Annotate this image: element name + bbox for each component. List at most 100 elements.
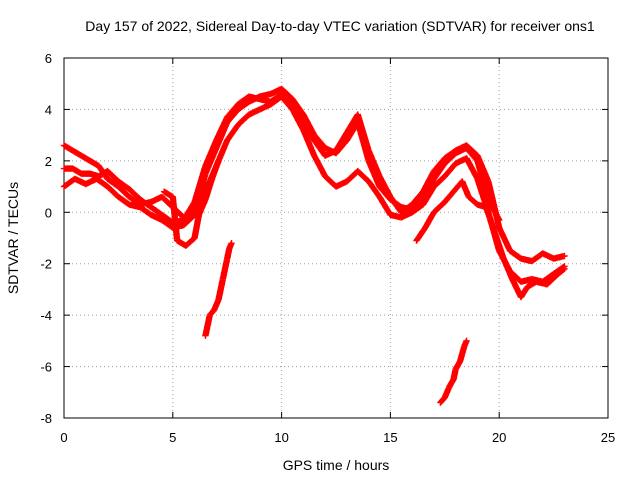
- data-point-marks: [311, 152, 328, 179]
- data-point-marks: [430, 174, 447, 190]
- data-point-marks: [496, 224, 513, 253]
- y-tick-labels: -8 -6 -4 -2 0 2 4 6: [40, 51, 52, 426]
- data-point-marks: [482, 203, 498, 235]
- data-point-marks: [459, 178, 472, 199]
- grid: [64, 58, 608, 418]
- data-point-marks: [463, 337, 470, 345]
- data-point-marks: [354, 167, 371, 184]
- data-point-marks: [300, 111, 317, 138]
- data-point-marks: [365, 178, 382, 199]
- data-point-marks: [376, 193, 393, 217]
- data-point-marks: [234, 112, 252, 129]
- data-point-marks: [126, 185, 143, 202]
- y-tick-label: 4: [45, 102, 52, 117]
- data-point-marks: [419, 169, 437, 195]
- data-point-marks: [419, 184, 437, 208]
- y-tick-label: -2: [40, 257, 52, 272]
- data-point-marks: [332, 130, 350, 154]
- data-point-marks: [158, 211, 175, 225]
- y-tick-label: 2: [45, 154, 52, 169]
- data-point-marks: [104, 183, 121, 200]
- data-point-marks: [104, 175, 121, 189]
- data-point-marks: [528, 251, 545, 265]
- data-point-marks: [409, 202, 426, 216]
- data-point-marks: [115, 178, 132, 192]
- series-track-f: [202, 239, 235, 339]
- y-tick-label: 6: [45, 51, 52, 66]
- data-point-marks: [224, 102, 241, 121]
- data-point-marks: [463, 155, 480, 181]
- data-point-marks: [430, 199, 447, 216]
- data-marks: [60, 85, 568, 406]
- data-point-marks: [228, 239, 235, 247]
- data-point-marks: [485, 178, 503, 230]
- x-tick-label: 10: [274, 430, 288, 445]
- x-tick-label: 20: [492, 430, 506, 445]
- data-point-marks: [234, 94, 252, 108]
- y-tick-label: 0: [45, 205, 52, 220]
- data-point-marks: [437, 395, 448, 406]
- data-point-marks: [289, 95, 306, 117]
- data-point-marks: [208, 158, 222, 183]
- data-point-marks: [126, 193, 143, 207]
- data-point-marks: [463, 142, 480, 158]
- series-track-d: [160, 157, 222, 249]
- y-tick-label: -4: [40, 308, 52, 323]
- series-track-b: [60, 90, 568, 265]
- data-point-marks: [60, 176, 77, 190]
- data-point-marks: [561, 252, 568, 260]
- x-tick-label: 5: [169, 430, 176, 445]
- data-point-marks: [278, 85, 295, 102]
- x-tick-label: 25: [601, 430, 615, 445]
- data-point-marks: [158, 216, 175, 231]
- data-point-marks: [441, 161, 458, 180]
- data-point-marks: [202, 138, 219, 170]
- data-point-marks: [147, 203, 164, 218]
- data-point-marks: [180, 212, 197, 229]
- data-point-marks: [398, 202, 415, 216]
- data-point-marks: [195, 197, 209, 219]
- data-point-marks: [441, 186, 458, 206]
- data-point-marks: [278, 93, 295, 112]
- data-point-marks: [137, 196, 154, 210]
- y-tick-label: -8: [40, 411, 52, 426]
- data-point-marks: [430, 156, 448, 175]
- data-point-marks: [491, 229, 507, 261]
- data-point-marks: [300, 126, 317, 158]
- data-point-marks: [554, 266, 567, 278]
- data-point-marks: [93, 175, 110, 189]
- series-track-g: [437, 337, 470, 406]
- data-point-marks: [430, 161, 448, 183]
- data-point-marks: [300, 119, 317, 143]
- data-point-marks: [137, 203, 154, 218]
- y-tick-label: -6: [40, 360, 52, 375]
- data-point-marks: [354, 111, 372, 153]
- series-track-e: [413, 178, 568, 301]
- data-point-marks: [213, 115, 230, 144]
- data-point-marks: [365, 147, 383, 179]
- data-point-marks: [543, 271, 561, 288]
- data-point-marks: [422, 210, 437, 231]
- data-point-marks: [169, 193, 181, 243]
- chart-title: Day 157 of 2022, Sidereal Day-to-day VTE…: [85, 18, 595, 34]
- data-point-marks: [321, 173, 339, 189]
- data-point-marks: [115, 183, 132, 200]
- x-axis-label: GPS time / hours: [283, 457, 390, 473]
- data-point-marks: [465, 193, 480, 207]
- plot-frame: [63, 57, 609, 419]
- data-point-marks: [202, 176, 215, 203]
- data-point-marks: [441, 148, 458, 162]
- x-tick-label: 15: [383, 430, 397, 445]
- series-track-c: [60, 93, 568, 285]
- data-point-marks: [474, 152, 491, 184]
- data-point-marks: [206, 307, 217, 319]
- axis-ticks: [63, 57, 609, 419]
- data-point-marks: [365, 157, 383, 189]
- data-point-marks: [180, 199, 198, 224]
- data-point-marks: [182, 235, 197, 249]
- y-axis-label: SDTVAR / TECUs: [5, 182, 21, 294]
- data-point-marks: [561, 265, 568, 273]
- x-tick-labels: 0 5 10 15 20 25: [60, 430, 615, 445]
- data-point-marks: [289, 106, 306, 132]
